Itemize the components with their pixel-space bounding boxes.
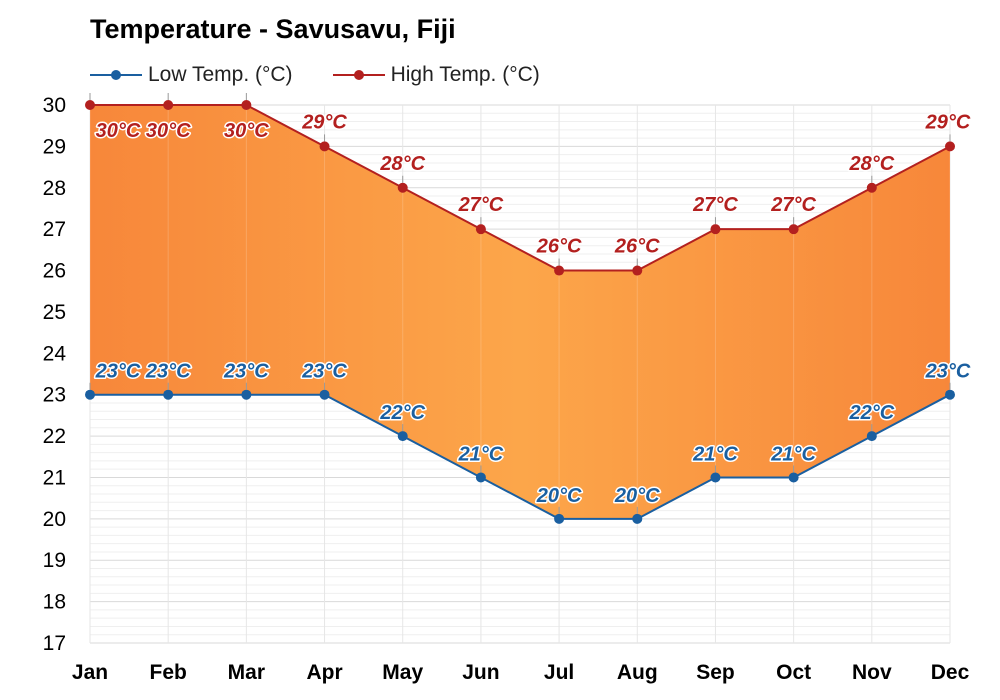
high-temp-point	[788, 224, 799, 235]
x-tick-label: Jul	[544, 661, 574, 684]
high-temp-data-label: 27°C	[458, 194, 504, 216]
high-temp-data-label: 28°C	[848, 153, 894, 175]
x-tick-label: Aug	[617, 661, 658, 684]
high-temp-data-label: 28°C	[379, 153, 425, 175]
y-tick-label: 29	[43, 135, 66, 158]
high-temp-data-label: 27°C	[770, 194, 816, 216]
x-tick-label: Nov	[852, 661, 892, 684]
x-tick-label: Apr	[306, 661, 342, 684]
y-tick-label: 24	[43, 342, 67, 365]
y-tick-label: 26	[43, 260, 66, 283]
low-temp-data-label: 23°C	[95, 361, 141, 383]
low-temp-point	[319, 389, 330, 400]
x-tick-label: Dec	[931, 661, 970, 684]
x-tick-label: Oct	[776, 661, 811, 684]
chart-title: Temperature - Savusavu, Fiji	[90, 14, 456, 44]
low-temp-data-label: 23°C	[925, 361, 971, 383]
high-temp-data-label: 26°C	[614, 236, 660, 258]
x-tick-label: Jun	[462, 661, 499, 684]
low-temp-data-label: 22°C	[379, 402, 425, 424]
high-temp-point	[554, 265, 565, 276]
x-tick-label: Feb	[150, 661, 187, 684]
y-tick-label: 18	[43, 591, 66, 614]
high-temp-data-label: 27°C	[692, 194, 738, 216]
high-temp-point	[632, 265, 643, 276]
y-tick-label: 28	[43, 177, 66, 200]
high-temp-point	[319, 141, 330, 152]
low-temp-point	[866, 431, 877, 442]
legend-item-low[interactable]: Low Temp. (°C)	[90, 63, 293, 87]
legend-label-low: Low Temp. (°C)	[148, 63, 293, 86]
y-tick-label: 21	[43, 466, 66, 489]
high-temp-data-label: 29°C	[301, 111, 347, 133]
high-temp-point	[85, 100, 95, 110]
high-temp-data-label: 30°C	[224, 120, 269, 142]
low-temp-data-label: 21°C	[692, 443, 738, 465]
legend-item-high[interactable]: High Temp. (°C)	[332, 63, 540, 87]
legend-swatch-low	[90, 70, 142, 80]
high-temp-data-label: 26°C	[536, 236, 582, 258]
low-temp-point	[632, 513, 643, 524]
low-temp-point	[241, 389, 252, 400]
high-temp-point	[866, 182, 877, 193]
low-temp-point	[163, 389, 174, 400]
low-temp-point	[788, 472, 799, 483]
low-temp-line	[90, 393, 951, 520]
low-temp-point	[85, 389, 95, 400]
low-temp-data-label: 20°C	[536, 485, 582, 507]
y-tick-label: 25	[43, 301, 66, 324]
y-tick-label: 30	[43, 94, 66, 117]
legend: Low Temp. (°C) High Temp. (°C)	[90, 60, 580, 90]
low-temp-point	[397, 431, 408, 442]
low-temp-data-label: 23°C	[301, 361, 347, 383]
low-temp-point	[945, 389, 955, 400]
y-tick-label: 17	[43, 632, 66, 655]
legend-label-high: High Temp. (°C)	[390, 63, 540, 86]
low-temp-data-label: 21°C	[770, 443, 816, 465]
low-temp-point	[710, 472, 721, 483]
high-temp-data-label: 30°C	[96, 120, 141, 142]
low-temp-data-label: 23°C	[145, 361, 191, 383]
high-temp-point	[710, 224, 721, 235]
high-temp-point	[475, 224, 486, 235]
low-temp-data-label: 21°C	[458, 443, 504, 465]
high-temp-line	[90, 104, 951, 272]
high-temp-data-label: 30°C	[146, 120, 191, 142]
low-temp-data-label: 22°C	[848, 402, 894, 424]
y-tick-label: 27	[43, 218, 66, 241]
x-tick-label: Jan	[72, 661, 108, 684]
x-tick-label: Sep	[696, 661, 735, 684]
low-temp-data-label: 20°C	[614, 485, 660, 507]
y-tick-label: 20	[43, 508, 66, 531]
low-temp-point	[475, 472, 486, 483]
y-tick-label: 19	[43, 549, 66, 572]
legend-swatch-high	[332, 70, 385, 80]
high-temp-point	[241, 100, 252, 110]
high-temp-point	[945, 141, 955, 152]
low-temp-point	[554, 513, 565, 524]
high-temp-data-label: 29°C	[925, 111, 971, 133]
x-tick-label: Mar	[228, 661, 265, 684]
y-tick-label: 23	[43, 384, 66, 407]
low-temp-data-label: 23°C	[223, 361, 269, 383]
y-tick-label: 22	[43, 425, 66, 448]
high-temp-point	[163, 100, 174, 110]
x-tick-label: May	[382, 661, 423, 684]
temperature-range-area	[90, 105, 950, 519]
high-temp-point	[397, 182, 408, 193]
